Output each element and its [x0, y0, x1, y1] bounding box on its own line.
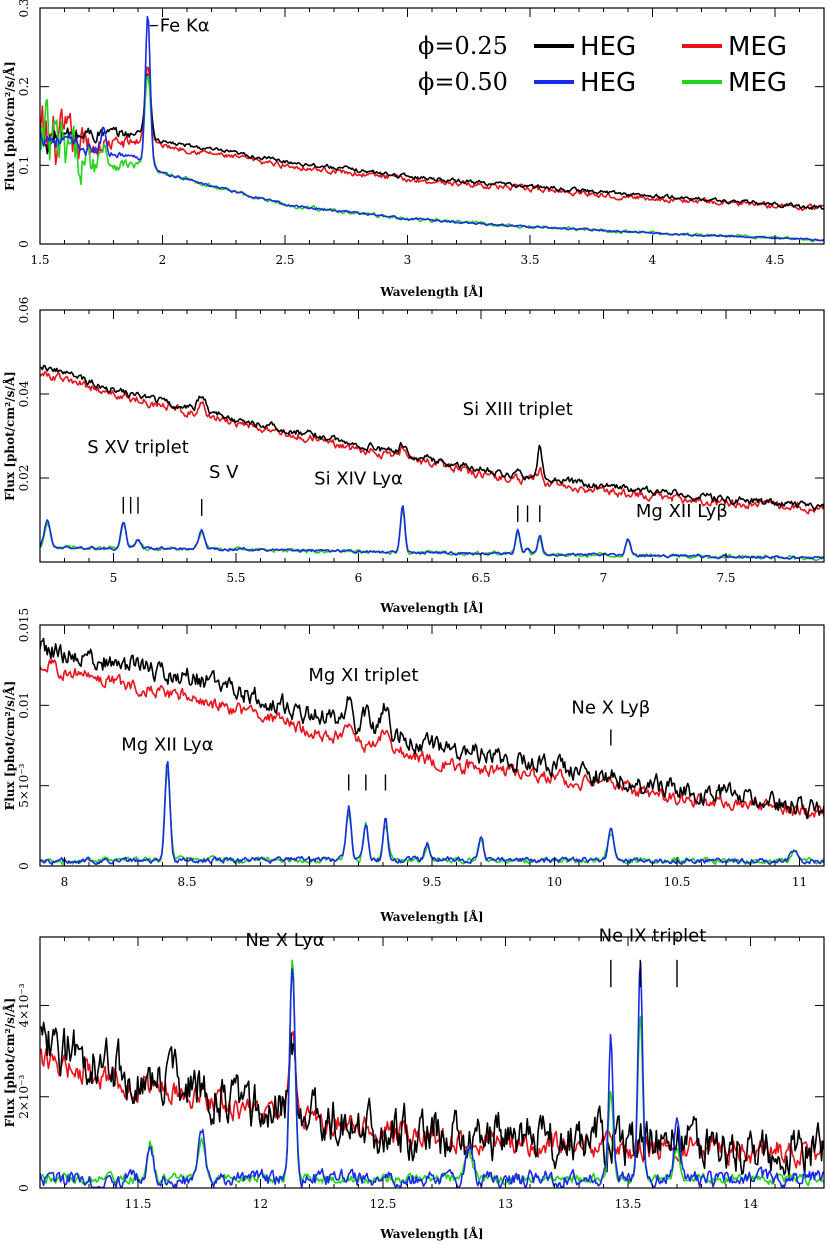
y-tick-label: 0 — [17, 1184, 31, 1192]
annotation-label: Mg XII Lyα — [121, 734, 213, 755]
series-line-meg-0-25 — [40, 1030, 824, 1169]
annotation-label: S V — [209, 462, 239, 483]
x-tick-label: 7 — [600, 571, 608, 585]
y-axis-label: Flux [phot/cm²/s/Å] — [2, 61, 17, 191]
annotation-label: Si XIV Lyα — [314, 468, 403, 489]
legend-phase-label: ϕ=0.50 — [418, 68, 508, 96]
y-tick-label: 4×10⁻³ — [17, 983, 31, 1027]
y-tick-label: 5×10⁻³ — [17, 763, 31, 807]
x-tick-label: 13.5 — [615, 1197, 642, 1211]
x-tick-label: 5 — [110, 571, 118, 585]
legend: ϕ=0.25 HEG MEG ϕ=0.50 HEG MEG — [418, 32, 787, 98]
annotation-label: Si XIII triplet — [463, 399, 573, 420]
y-tick-label: 0 — [17, 240, 31, 248]
x-axis-label: Wavelength [Å] — [379, 909, 483, 924]
series-line-heg-0-25 — [40, 637, 824, 820]
series-line-heg-0-50 — [40, 961, 824, 1188]
x-tick-label: 3 — [404, 253, 412, 267]
x-axis-label: Wavelength [Å] — [379, 1226, 483, 1241]
x-tick-label: 11.5 — [125, 1197, 152, 1211]
legend-entry-label: HEG — [580, 68, 636, 98]
x-tick-label: 3.5 — [520, 253, 539, 267]
y-tick-label: 0 — [17, 862, 31, 870]
x-tick-label: 7.5 — [716, 571, 735, 585]
legend-entry-label: MEG — [728, 68, 787, 98]
x-tick-label: 11 — [792, 875, 807, 889]
y-tick-label: 0.3 — [17, 0, 31, 18]
y-tick-label: 0.04 — [17, 380, 31, 407]
annotation-label: Ne X Lyβ — [571, 697, 650, 718]
y-tick-label: 0.2 — [17, 77, 31, 96]
series-line-meg-0-50 — [40, 75, 824, 243]
x-tick-label: 5.5 — [226, 571, 245, 585]
panel-2: 5 5.5 6 6.5 7 7.5 0.02 0.04 0.06 Wavelength [Å] Fl… — [2, 297, 825, 615]
x-tick-label: 6 — [355, 571, 363, 585]
y-tick-label: 0.1 — [17, 156, 31, 175]
x-axis-label: Wavelength [Å] — [379, 284, 483, 299]
x-tick-label: 9 — [306, 875, 314, 889]
x-tick-label: 4 — [649, 253, 657, 267]
annotation-label: Ne X Lyα — [245, 930, 324, 951]
annotation-label: Mg XI triplet — [308, 665, 418, 686]
series-line-heg-0-25 — [40, 364, 824, 511]
legend-entry-label: MEG — [728, 32, 787, 62]
legend-phase-label: ϕ=0.25 — [418, 32, 508, 60]
series-line-heg-0-50 — [40, 15, 824, 242]
series-line-meg-0-50 — [40, 770, 824, 866]
y-axis-label: Flux [phot/cm²/s/Å] — [2, 681, 17, 811]
series-line-heg-0-25 — [40, 1021, 824, 1176]
series-line-meg-0-25 — [40, 66, 824, 212]
x-tick-label: 12.5 — [370, 1197, 397, 1211]
series-line-meg-0-25 — [40, 659, 824, 819]
panel-3: 8 8.5 9 9.5 10 10.5 11 0 5×10⁻³ 0.01 0.015 Waveleng… — [2, 608, 825, 924]
x-tick-label: 9.5 — [422, 875, 441, 889]
y-axis-label: Flux [phot/cm²/s/Å] — [2, 371, 17, 501]
x-tick-label: 12 — [253, 1197, 268, 1211]
x-tick-label: 2.5 — [275, 253, 294, 267]
y-axis-label: Flux [phot/cm²/s/Å] — [2, 998, 17, 1128]
x-tick-label: 13 — [498, 1197, 513, 1211]
series-line-heg-0-50 — [40, 505, 824, 560]
x-tick-label: 14 — [743, 1197, 759, 1211]
x-tick-label: 10 — [547, 875, 562, 889]
x-tick-label: 4.5 — [765, 253, 784, 267]
annotation-label: Fe Kα — [160, 16, 210, 37]
plot-frame — [39, 936, 825, 1189]
series-line-heg-0-50 — [40, 760, 824, 866]
y-tick-label: 0.02 — [17, 465, 31, 492]
y-tick-label: 0.015 — [17, 608, 31, 642]
x-tick-label: 8 — [61, 875, 69, 889]
y-tick-label: 0.01 — [17, 692, 31, 719]
annotation-label: S XV triplet — [87, 437, 189, 458]
x-tick-label: 6.5 — [471, 571, 490, 585]
series-line-heg-0-25 — [40, 73, 824, 210]
x-tick-label: 2 — [159, 253, 167, 267]
y-tick-label: 2×10⁻³ — [17, 1074, 31, 1118]
y-tick-label: 0.06 — [17, 297, 31, 324]
panel-1: 1.5 2 2.5 3 3.5 4 4.5 0 0.1 0.2 0.3 Wavelength [Å] F… — [2, 0, 825, 299]
x-tick-label: 8.5 — [177, 875, 196, 889]
x-tick-label: 10.5 — [664, 875, 691, 889]
panel-4: 11.5 12 12.5 13 13.5 14 0 2×10⁻³ 4×10⁻³ Wavelengt… — [2, 926, 825, 1241]
x-tick-label: 1.5 — [30, 253, 49, 267]
x-axis-label: Wavelength [Å] — [379, 600, 483, 615]
legend-entry-label: HEG — [580, 32, 636, 62]
series-line-meg-0-50 — [40, 959, 824, 1187]
annotation-label: Mg XII Lyβ — [636, 501, 728, 522]
annotation-label: Ne IX triplet — [599, 926, 707, 947]
